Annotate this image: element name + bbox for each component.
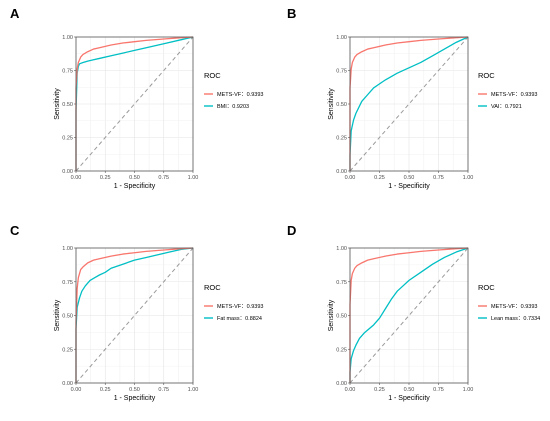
- panel-a-y-tick-label: 0.75: [62, 69, 73, 75]
- panel-a-legend-title: ROC: [204, 71, 221, 80]
- panel-c-x-tick-label: 0.25: [100, 387, 111, 393]
- panel-a-letter: A: [10, 6, 20, 21]
- panel-a-x-axis-title: 1 - Specificity: [114, 183, 156, 190]
- panel-b-x-tick-label: 1.00: [463, 175, 474, 181]
- panel-c-x-tick-label: 0.50: [129, 387, 140, 393]
- panel-a-y-tick-label: 0.50: [62, 102, 73, 108]
- panel-a-x-tick-label: 1.00: [188, 175, 199, 181]
- panel-c-series-line-1: [75, 247, 194, 383]
- panel-d-x-tick-label: 0.00: [345, 387, 356, 393]
- panel-d-y-axis-title: Sensitivity: [328, 299, 335, 331]
- panel-b-series-line-1: [349, 36, 469, 171]
- panel-a-legend-label-2: BMI：0.9203: [217, 104, 249, 110]
- panel-d-legend-label-1: METS-VF：0.9393: [491, 304, 537, 310]
- panel-d-x-axis-title: 1 - Specificity: [388, 395, 430, 402]
- panel-a-y-axis-title: Sensitivity: [54, 88, 61, 120]
- panel-c-legend-label-1: METS-VF：0.9393: [217, 304, 263, 310]
- panel-d-x-tick-label: 0.25: [374, 387, 385, 393]
- panel-c-x-tick-label: 0.00: [71, 387, 82, 393]
- panel-d-x-tick-label: 0.75: [433, 387, 444, 393]
- panel-d-y-tick-label: 1.00: [336, 246, 347, 252]
- panel-d-x-tick-label: 0.50: [404, 387, 415, 393]
- panel-c-x-tick-label: 0.75: [158, 387, 169, 393]
- panel-a-x-tick-label: 0.75: [158, 175, 169, 181]
- panel-b-y-tick-label: 0.00: [336, 169, 347, 175]
- panel-d-legend-title: ROC: [478, 283, 495, 292]
- panel-c-legend-title: ROC: [204, 283, 221, 292]
- panel-b-x-tick-label: 0.25: [374, 175, 385, 181]
- panel-a-reference-diagonal: [75, 36, 194, 172]
- panel-c-letter: C: [10, 223, 20, 238]
- panel-b-legend-title: ROC: [478, 71, 495, 80]
- panel-c-legend-label-2: Fat mass：0.8824: [217, 316, 262, 322]
- panel-b-legend-label-1: METS-VF：0.9393: [491, 92, 537, 98]
- panel-b-y-tick-label: 0.25: [336, 136, 347, 142]
- panel-d-reference-diagonal: [349, 247, 469, 384]
- panel-b-x-tick-label: 0.00: [345, 175, 356, 181]
- panel-b-y-axis-title: Sensitivity: [328, 88, 335, 120]
- panel-b-y-tick-label: 1.00: [336, 35, 347, 41]
- panel-a: A 0.00 0.25 0.50 0.75 1.00 0.00 0.25 0.50 0.75 1.0…: [10, 6, 263, 190]
- panel-b: B 0.00 0.25 0.50 0.75 1.00 0.00 0.25 0.50 0.75 1.0…: [287, 6, 537, 190]
- panel-b-series-line-2: [349, 36, 469, 171]
- panel-c-series-line-2: [75, 247, 194, 383]
- panel-a-y-tick-label: 1.00: [62, 35, 73, 41]
- panel-b-x-tick-label: 0.50: [404, 175, 415, 181]
- panel-c-x-tick-label: 1.00: [188, 387, 199, 393]
- panel-b-y-tick-label: 0.50: [336, 102, 347, 108]
- panel-d-series-line-1: [349, 247, 469, 383]
- panel-c-y-tick-label: 0.75: [62, 280, 73, 286]
- panel-b-y-tick-label: 0.75: [336, 69, 347, 75]
- panel-b-reference-diagonal: [349, 36, 469, 172]
- panel-a-x-tick-label: 0.00: [71, 175, 82, 181]
- panel-b-x-axis-title: 1 - Specificity: [388, 183, 430, 190]
- panel-d-series-line-2: [349, 247, 469, 383]
- panel-d: D 0.00 0.25 0.50 0.75 1.00 0.00 0.25 0.50 0.75 1.0…: [287, 223, 540, 402]
- panel-c-y-tick-label: 0.50: [62, 314, 73, 320]
- panel-b-legend-label-2: VAI：0.7921: [491, 104, 522, 110]
- panel-c-y-axis-title: Sensitivity: [54, 299, 61, 331]
- panel-d-x-tick-label: 1.00: [463, 387, 474, 393]
- panel-c-y-tick-label: 0.25: [62, 347, 73, 353]
- panel-a-legend-label-1: METS-VF：0.9393: [217, 92, 263, 98]
- panel-d-y-tick-label: 0.75: [336, 280, 347, 286]
- panel-a-x-tick-label: 0.50: [129, 175, 140, 181]
- panel-a-x-tick-label: 0.25: [100, 175, 111, 181]
- panel-c-reference-diagonal: [75, 247, 194, 384]
- panel-c-y-tick-label: 1.00: [62, 246, 73, 252]
- panel-c-x-axis-title: 1 - Specificity: [114, 395, 156, 402]
- panel-d-y-tick-label: 0.50: [336, 314, 347, 320]
- panel-a-series-line-1: [75, 36, 194, 171]
- panel-c: C 0.00 0.25 0.50 0.75 1.00 0.00 0.25 0.50 0.75 1.0…: [10, 223, 263, 402]
- panel-d-y-tick-label: 0.00: [336, 381, 347, 387]
- panel-b-letter: B: [287, 6, 296, 21]
- panel-d-y-tick-label: 0.25: [336, 347, 347, 353]
- panel-d-legend-label-2: Lean mass：0.7334: [491, 316, 540, 322]
- panel-a-y-tick-label: 0.00: [62, 169, 73, 175]
- panel-c-y-tick-label: 0.00: [62, 381, 73, 387]
- panel-d-letter: D: [287, 223, 296, 238]
- panel-b-x-tick-label: 0.75: [433, 175, 444, 181]
- panel-a-y-tick-label: 0.25: [62, 136, 73, 142]
